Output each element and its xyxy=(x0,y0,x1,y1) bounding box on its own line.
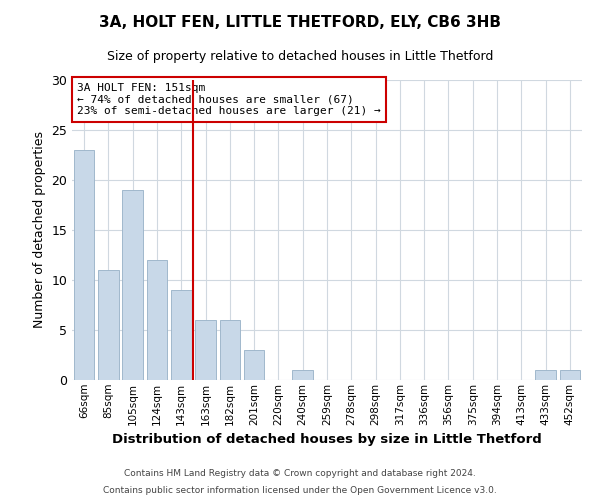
Bar xyxy=(74,150,94,380)
Bar xyxy=(171,290,191,380)
Bar xyxy=(220,320,240,380)
Text: Contains HM Land Registry data © Crown copyright and database right 2024.: Contains HM Land Registry data © Crown c… xyxy=(124,468,476,477)
Text: 3A, HOLT FEN, LITTLE THETFORD, ELY, CB6 3HB: 3A, HOLT FEN, LITTLE THETFORD, ELY, CB6 … xyxy=(99,15,501,30)
Text: 3A HOLT FEN: 151sqm
← 74% of detached houses are smaller (67)
23% of semi-detach: 3A HOLT FEN: 151sqm ← 74% of detached ho… xyxy=(77,83,381,116)
Bar xyxy=(195,320,216,380)
Bar xyxy=(122,190,143,380)
Bar xyxy=(146,260,167,380)
Text: Size of property relative to detached houses in Little Thetford: Size of property relative to detached ho… xyxy=(107,50,493,63)
Text: Contains public sector information licensed under the Open Government Licence v3: Contains public sector information licen… xyxy=(103,486,497,495)
Bar xyxy=(535,370,556,380)
X-axis label: Distribution of detached houses by size in Little Thetford: Distribution of detached houses by size … xyxy=(112,433,542,446)
Bar xyxy=(98,270,119,380)
Y-axis label: Number of detached properties: Number of detached properties xyxy=(33,132,46,328)
Bar xyxy=(244,350,265,380)
Bar xyxy=(560,370,580,380)
Bar xyxy=(292,370,313,380)
